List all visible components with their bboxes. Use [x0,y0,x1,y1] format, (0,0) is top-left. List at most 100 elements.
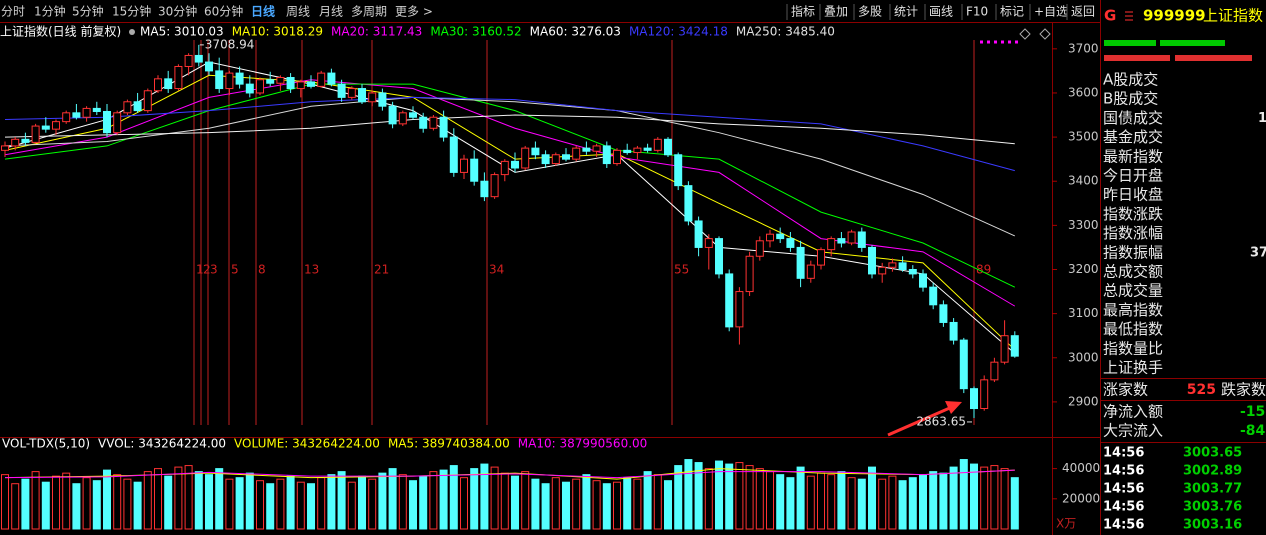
tool-button[interactable]: 画线 [929,5,953,19]
volume-bar [307,483,315,530]
candle-body [358,88,366,103]
tool-button[interactable]: 指标 [791,4,815,19]
candle-body [551,154,560,165]
volume-bar [786,477,795,530]
candle-body [970,388,978,410]
volume-bar [429,471,438,530]
candle-body [511,160,519,169]
candle-body [664,138,672,156]
ma-legend: MA120: 3424.18 [629,25,728,39]
tool-button[interactable]: 返回 [1071,5,1095,19]
candle-body [725,273,734,328]
candle-body [41,125,50,130]
volume-bar [551,477,560,530]
period-tab[interactable]: 多周期 [351,5,387,19]
quote-price: 3003.65 [1183,446,1242,461]
candle-body [470,158,479,182]
period-tab[interactable]: 5分钟 [72,4,104,19]
volume-bar [480,463,489,530]
status-bar [1104,40,1156,46]
fib-label: 2 [203,263,211,277]
candle-body [684,185,693,222]
volume-bar [684,459,693,530]
volume-bar [562,481,570,530]
period-tab[interactable]: 15分钟 [112,4,151,19]
volume-bar [531,478,540,530]
volume-bar [1,474,9,530]
candle-body [602,145,611,165]
volume-bar [541,483,550,530]
period-tab[interactable]: 周线 [286,5,310,19]
volume-bar [806,475,815,530]
diamond-icon[interactable] [1019,28,1031,40]
tool-button[interactable]: F10 [966,5,988,19]
volume-bar [674,465,683,530]
candle-body [62,112,71,123]
candle-body [143,90,152,112]
quote-price: 3003.16 [1183,518,1242,533]
ma-line [4,96,1015,172]
candle-body [582,147,591,152]
period-tab[interactable]: 30分钟 [158,4,197,19]
period-tab[interactable]: 分时 [1,5,25,19]
volume-bar [623,477,632,530]
side-prefix: G [1104,7,1116,25]
field-label: 基金成交 [1103,128,1163,146]
volume-bar [796,466,805,530]
field-value: 37 [1250,245,1266,260]
diamond-icon[interactable] [1039,28,1051,40]
volume-bar [72,483,81,530]
volume-bar [113,474,122,530]
volume-bar [868,466,876,530]
candle-body [439,116,448,138]
candle-body [296,81,305,90]
flow-value: -84. [1240,423,1266,439]
quote-price: 3003.77 [1183,482,1242,497]
candle-body [837,238,846,244]
menu-icon[interactable] [1125,11,1133,21]
tool-button[interactable]: 标记 [1000,5,1024,19]
tool-button[interactable]: 统计 [894,5,918,19]
y-tick-label: 3500 [1068,130,1099,144]
tool-button[interactable]: 叠加 [824,5,848,19]
candle-body [541,154,550,165]
period-tab[interactable]: 日线 [251,4,275,19]
fib-label: 89 [976,263,991,277]
field-label: 最低指数 [1103,320,1163,338]
side-name: 上证指数 [1203,7,1263,25]
vol-legend: VOL-TDX(5,10) [2,437,90,451]
ma-legend: MA250: 3485.40 [736,25,835,39]
fib-label: 13 [304,263,319,277]
fib-label: 34 [489,263,504,277]
tool-button[interactable]: +自选 [1034,5,1068,19]
quote-time: 14:56 [1103,446,1144,461]
candle-body [194,54,203,63]
period-tab[interactable]: 月线 [319,5,343,19]
candle-body [827,238,836,251]
candle-body [562,154,570,160]
candle-body [317,72,326,87]
candle-body [215,70,224,90]
volume-bar [327,474,336,530]
tool-button[interactable]: 多股 [858,5,882,19]
volume-bar [817,472,825,530]
fib-label: 1 [196,263,204,277]
fib-label: 5 [231,263,239,277]
volume-bar [664,480,672,530]
volume-bar [919,474,927,530]
period-tab[interactable]: 60分钟 [204,4,243,19]
period-tab[interactable]: 更多 > [395,5,433,19]
candle-body [245,83,254,94]
field-label: 国债成交 [1103,109,1163,127]
period-tab[interactable]: 1分钟 [34,4,66,19]
field-label: B股成交 [1103,90,1158,108]
volume-bar [572,478,581,530]
volume-bar [735,462,744,530]
candle-body [817,249,825,266]
candle-body [460,158,468,173]
candle-body [919,273,927,288]
status-bar [1160,40,1225,46]
volume-bar [41,481,50,530]
volume-bar [205,474,213,530]
